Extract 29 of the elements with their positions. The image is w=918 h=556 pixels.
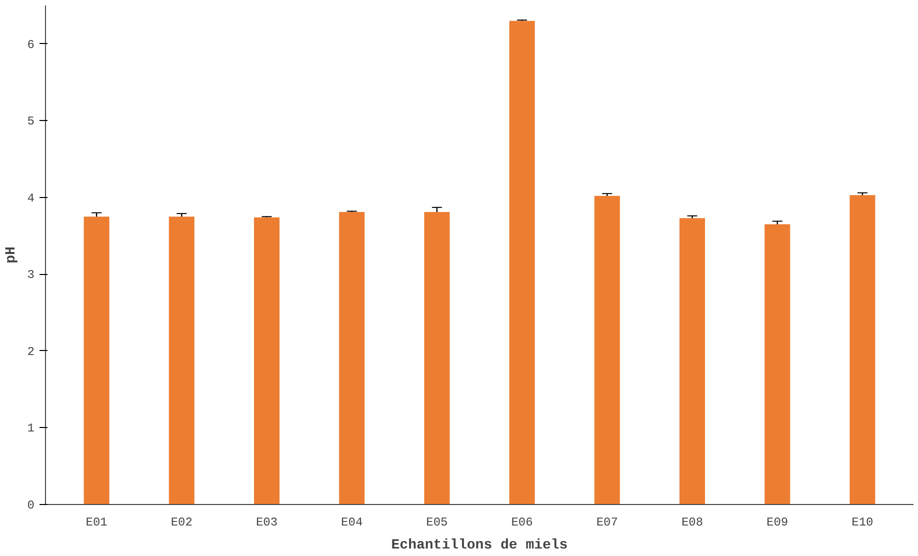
y-tick-label: 3 <box>27 268 34 282</box>
x-axis-title: Echantillons de miels <box>391 538 568 554</box>
y-axis-title: pH <box>3 246 20 264</box>
bar <box>764 224 790 504</box>
x-tick-label: E07 <box>596 516 618 530</box>
bar <box>168 216 194 504</box>
x-tick-label: E05 <box>426 516 448 530</box>
x-tick-label: E06 <box>511 516 533 530</box>
y-tick-label: 0 <box>27 498 34 512</box>
y-tick-label: 6 <box>27 38 34 52</box>
bar <box>84 216 110 504</box>
y-tick-label: 4 <box>27 191 34 206</box>
y-tick-label: 2 <box>27 344 34 359</box>
bar <box>850 195 876 504</box>
bar <box>594 196 620 504</box>
bar <box>424 212 450 504</box>
x-tick-label: E03 <box>256 516 278 530</box>
x-tick-label: E08 <box>681 516 704 530</box>
bar <box>254 217 280 504</box>
x-tick-label: E02 <box>170 516 192 530</box>
x-tick-label: E01 <box>86 516 108 530</box>
x-tick-label: E10 <box>852 516 874 530</box>
y-tick-label: 1 <box>27 422 34 436</box>
bar <box>679 218 706 504</box>
x-tick-label: E04 <box>341 516 363 530</box>
bar <box>509 20 535 504</box>
bar <box>339 212 365 504</box>
x-tick-label: E09 <box>766 516 788 530</box>
y-tick-label: 5 <box>27 114 34 129</box>
